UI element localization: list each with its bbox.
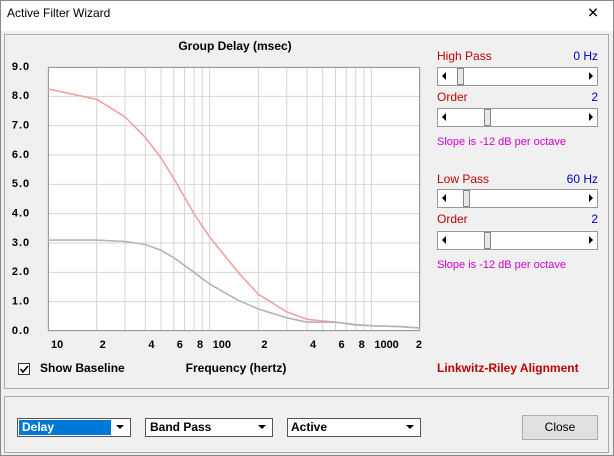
high-pass-label: High Pass bbox=[437, 49, 492, 63]
y-tick-label: 9.0 bbox=[12, 61, 30, 73]
dropdown[interactable]: Delay bbox=[17, 418, 131, 437]
order-value: 2 bbox=[591, 212, 598, 226]
plot-border bbox=[48, 67, 420, 331]
series-line bbox=[48, 239, 421, 329]
slider-right-arrow bbox=[589, 194, 593, 202]
x-tick-label: 100 bbox=[213, 339, 231, 351]
slider-track bbox=[437, 67, 598, 86]
slider-right-arrow bbox=[589, 113, 593, 121]
close-icon[interactable]: ✕ bbox=[587, 5, 599, 21]
order-value: 2 bbox=[591, 90, 598, 104]
checkbox[interactable] bbox=[18, 363, 30, 375]
y-tick-label: 4.0 bbox=[12, 208, 30, 220]
slider[interactable] bbox=[437, 67, 598, 86]
slider-left-arrow bbox=[442, 113, 446, 121]
slider-right-arrow bbox=[589, 236, 593, 244]
slider[interactable] bbox=[437, 108, 598, 127]
y-tick-label: 1.0 bbox=[12, 296, 30, 308]
dropdown[interactable]: Active bbox=[287, 418, 421, 437]
x-tick-label: 2 bbox=[261, 339, 267, 351]
checkbox-label[interactable]: Show Baseline bbox=[40, 361, 125, 375]
x-tick-label: 2 bbox=[100, 339, 106, 351]
x-tick-label: 2 bbox=[416, 339, 422, 351]
x-tick-label: 4 bbox=[148, 339, 155, 351]
x-tick-label: 8 bbox=[197, 339, 203, 351]
alignment-label: Linkwitz-Riley Alignment bbox=[437, 361, 579, 375]
slope-text: Slope is -12 dB per octave bbox=[437, 136, 566, 148]
close-button[interactable]: Close bbox=[522, 415, 598, 440]
dropdown-text: Band Pass bbox=[150, 420, 212, 434]
chart-title: Group Delay (msec) bbox=[178, 39, 291, 53]
x-tick-label: 10 bbox=[51, 339, 63, 351]
slider-track bbox=[437, 189, 598, 208]
low-pass-value: 60 Hz bbox=[567, 172, 598, 186]
window-title: Active Filter Wizard bbox=[7, 6, 110, 20]
x-tick-label: 8 bbox=[359, 339, 365, 351]
high-pass-value: 0 Hz bbox=[573, 49, 598, 63]
x-tick-label: 4 bbox=[310, 339, 317, 351]
y-tick-label: 7.0 bbox=[12, 120, 30, 132]
y-tick-label: 6.0 bbox=[12, 149, 30, 161]
slider-track bbox=[437, 231, 598, 250]
slope-text: Slope is -12 dB per octave bbox=[437, 259, 566, 271]
slider-thumb bbox=[463, 190, 470, 207]
plot: 10 2 4 6 8 100 2 4 6 8 1000 2 0.0 1.0 2.0 3.0 4.0 5.0 6.0 7… bbox=[12, 61, 422, 351]
plot-area bbox=[48, 67, 420, 331]
slider-left-arrow bbox=[442, 72, 446, 80]
y-tick-label: 2.0 bbox=[12, 266, 30, 278]
slider-thumb bbox=[484, 109, 491, 126]
slider[interactable] bbox=[437, 231, 598, 250]
slider-left-arrow bbox=[442, 236, 446, 244]
order-label: Order bbox=[437, 212, 468, 226]
title-bar bbox=[1, 1, 613, 31]
slider-right-arrow bbox=[589, 72, 593, 80]
x-tick-label: 6 bbox=[177, 339, 183, 351]
slider-thumb bbox=[457, 68, 464, 85]
y-tick-label: 0.0 bbox=[12, 325, 30, 337]
y-tick-label: 8.0 bbox=[12, 90, 30, 102]
chart-frame bbox=[4, 34, 609, 389]
y-tick-label: 3.0 bbox=[12, 237, 30, 249]
slider-thumb bbox=[484, 232, 491, 249]
slider[interactable] bbox=[437, 189, 598, 208]
slider-left-arrow bbox=[442, 194, 446, 202]
x-tick-label: 6 bbox=[338, 339, 344, 351]
x-axis-label: Frequency (hertz) bbox=[186, 361, 287, 375]
button-text: Close bbox=[545, 420, 576, 434]
y-tick-label: 5.0 bbox=[12, 178, 30, 190]
x-tick-label: 1000 bbox=[374, 339, 398, 351]
dropdown-text: Delay bbox=[22, 420, 54, 434]
slider-track bbox=[437, 108, 598, 127]
controls-frame bbox=[4, 396, 609, 453]
order-label: Order bbox=[437, 90, 468, 104]
dropdown[interactable]: Band Pass bbox=[145, 418, 273, 437]
check-mark bbox=[19, 365, 29, 374]
dropdown-text: Active bbox=[291, 420, 327, 434]
low-pass-label: Low Pass bbox=[437, 172, 489, 186]
